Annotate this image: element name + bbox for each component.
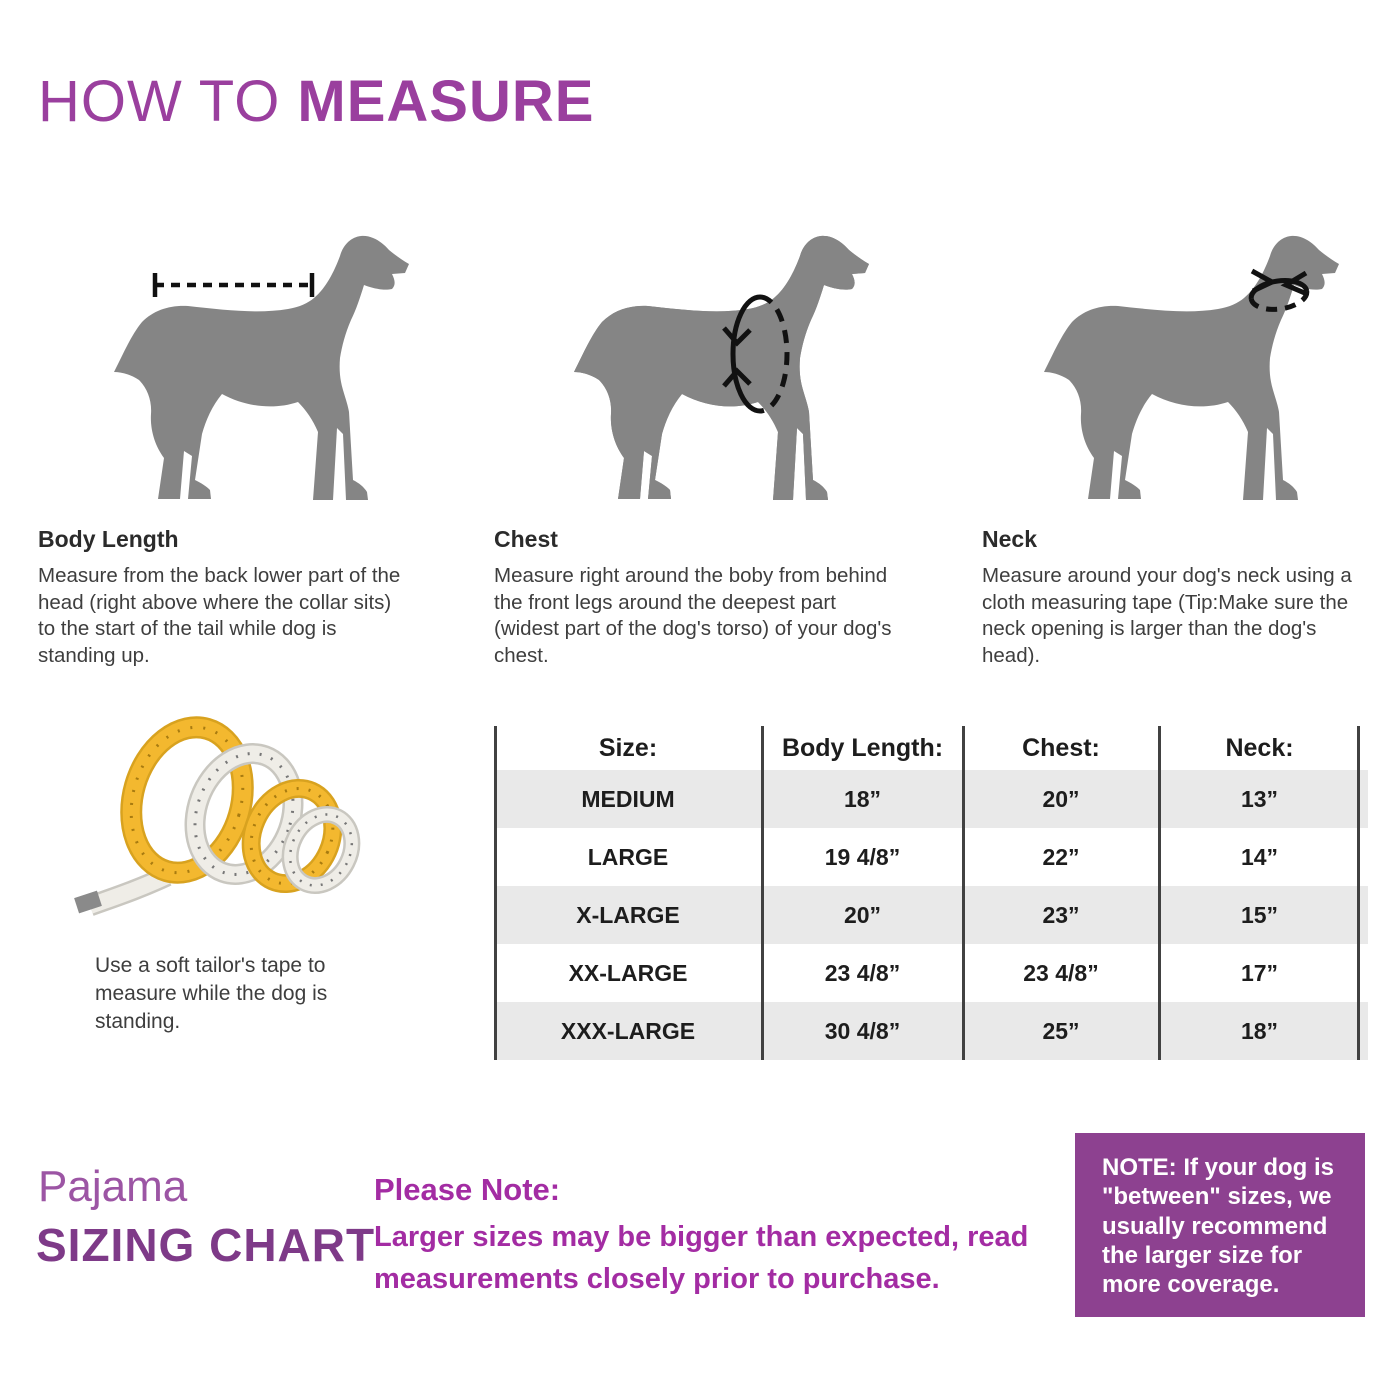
dog-figure-chest [560, 222, 900, 522]
table-stripe [494, 770, 1368, 828]
dog-silhouette [574, 235, 869, 500]
table-row-xx-large: XX-LARGE 23 4/8” 23 4/8” 17” [494, 944, 1360, 1002]
table-vline [1158, 726, 1161, 1060]
table-cell: 17” [1240, 959, 1279, 986]
section-heading: Chest [494, 526, 558, 552]
section-heading: Body Length [38, 526, 179, 552]
table-vline [494, 726, 497, 1060]
table-cell: 23 4/8” [824, 959, 901, 986]
measuring-tape-icon [74, 716, 361, 916]
tape-tip-text: Use a soft tailor's tape to measure whil… [95, 954, 328, 1033]
please-note-heading: Please Note: [374, 1172, 561, 1207]
section-body: Measure from the back lower part of the … [38, 564, 401, 667]
table-cell: 18” [1240, 1017, 1279, 1044]
table-cell: 20” [843, 901, 882, 928]
dog-figure-neck [1030, 222, 1370, 522]
table-stripe [494, 1002, 1368, 1060]
section-body-length: Body Length Measure from the back lower … [38, 526, 483, 670]
table-header-chest: Chest: [1022, 733, 1100, 762]
table-row-medium: MEDIUM 18” 20” 13” [494, 770, 1360, 828]
sizing-table: Size: Body Length: Chest: Neck: MEDIUM 1… [494, 726, 1368, 1060]
table-row-large: LARGE 19 4/8” 22” 14” [494, 828, 1360, 886]
table-cell: 23” [1042, 901, 1080, 928]
table-cell: 18” [843, 785, 882, 812]
table-cell: XX-LARGE [568, 959, 688, 986]
measuring-tape-figure [72, 698, 382, 948]
table-row-x-large: X-LARGE 20” 23” 15” [494, 886, 1360, 944]
table-cell: 30 4/8” [824, 1017, 901, 1044]
table-cell: MEDIUM [581, 785, 675, 812]
table-cell: 23 4/8” [1023, 959, 1099, 986]
note-box: NOTE: If your dog is "between" sizes, we… [1075, 1133, 1365, 1317]
table-header-size: Size: [598, 733, 658, 762]
section-neck: Neck Measure around your dog's neck usin… [982, 526, 1400, 670]
page-title: HOW TO MEASURE [38, 68, 594, 135]
neck-girth-indicator [1248, 278, 1310, 312]
section-body: Measure around your dog's neck using a c… [982, 564, 1352, 667]
sizing-chart-label: SIZING CHART [36, 1219, 376, 1271]
table-header-row: Size: Body Length: Chest: Neck: [494, 726, 1360, 770]
table-cell: XXX-LARGE [560, 1017, 696, 1044]
table-header-neck: Neck: [1225, 733, 1294, 762]
table-cell: 15” [1240, 901, 1279, 928]
table-vline [962, 726, 965, 1060]
section-body: Measure right around the boby from behin… [494, 564, 892, 667]
table-header-body-length: Body Length: [781, 733, 944, 762]
body-length-indicator [152, 273, 315, 297]
table-cell: 22” [1042, 843, 1080, 870]
table-cell: X-LARGE [576, 901, 680, 928]
table-vline [761, 726, 764, 1060]
page-title-bold: MEASURE [297, 69, 595, 134]
page-title-light: HOW TO [38, 69, 298, 134]
dog-silhouette [114, 235, 409, 500]
section-chest: Chest Measure right around the boby from… [494, 526, 939, 670]
neck-girth-arrows [1250, 268, 1308, 297]
table-cell: 19 4/8” [824, 843, 901, 870]
product-name: Pajama [38, 1162, 188, 1211]
table-cell: 25” [1042, 1017, 1080, 1044]
table-row-xxx-large: XXX-LARGE 30 4/8” 25” 18” [494, 1002, 1360, 1060]
dog-silhouette [1044, 235, 1339, 500]
chest-girth-indicator [722, 294, 790, 414]
section-heading: Neck [982, 526, 1037, 552]
table-cell: 13” [1240, 785, 1279, 812]
dog-figure-body-length [100, 222, 440, 522]
please-note-body: Larger sizes may be bigger than expected… [374, 1221, 1029, 1296]
table-vline [1357, 726, 1360, 1060]
table-cell: 14” [1240, 843, 1279, 870]
table-stripe [494, 886, 1368, 944]
table-cell: LARGE [587, 843, 669, 870]
table-cell: 20” [1042, 785, 1080, 812]
